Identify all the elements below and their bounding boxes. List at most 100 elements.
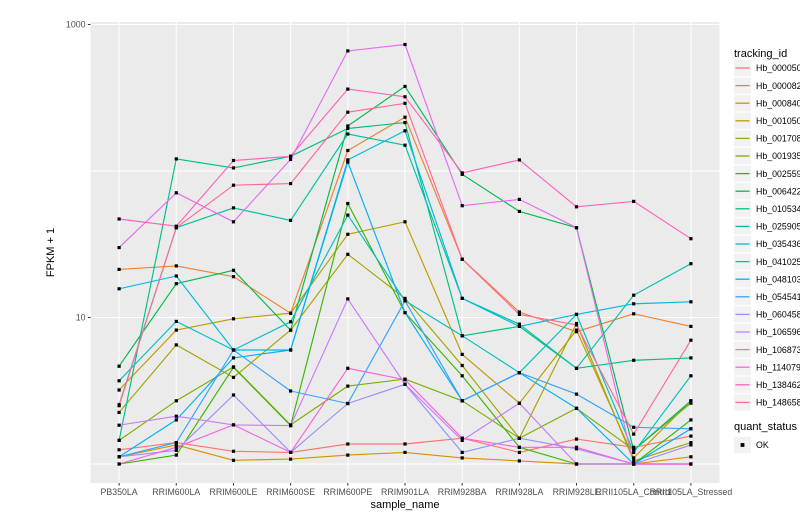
data-point (231, 158, 236, 163)
data-point (289, 328, 293, 332)
data-point (289, 154, 293, 158)
data-point (346, 49, 350, 53)
data-point (517, 209, 521, 213)
data-point (174, 414, 178, 418)
data-point (117, 462, 121, 466)
data-point (289, 182, 293, 186)
data-point (117, 410, 121, 414)
data-point (689, 401, 693, 405)
data-point (231, 458, 236, 462)
legend-item-label-Hb_106873_020: Hb_106873_020 (756, 345, 800, 355)
data-point (517, 197, 521, 201)
fpkm-line-chart: 10 1000 PB350LA RRIM600LA RRIM600LE RRIM600SE… (40, 16, 800, 516)
legend-item-label-Hb_010534_050: Hb_010534_050 (756, 204, 800, 214)
data-point (632, 445, 636, 449)
data-point (289, 450, 293, 454)
data-point (346, 442, 350, 446)
data-point (460, 204, 464, 208)
x-tick-label-RRII105LA_Control: RRII105LA_Control (596, 487, 672, 497)
data-point (460, 399, 464, 403)
data-point (632, 293, 636, 297)
legend-item-label-Hb_060458_010: Hb_060458_010 (756, 310, 800, 320)
data-point (174, 274, 178, 278)
data-point (174, 418, 178, 422)
data-point (346, 252, 350, 256)
data-point (346, 126, 350, 131)
data-point (231, 449, 236, 453)
data-point (689, 418, 693, 422)
data-point (346, 232, 350, 236)
legend-item-label-Hb_006422_030: Hb_006422_030 (756, 186, 800, 196)
data-point (460, 171, 464, 175)
data-point (289, 389, 293, 393)
data-point (460, 352, 464, 356)
legend-item-label-Hb_035436_010: Hb_035436_010 (756, 239, 800, 249)
data-point (689, 455, 693, 459)
data-point (403, 84, 407, 88)
data-point (574, 366, 579, 370)
data-point (231, 220, 236, 224)
legend-item-label-Hb_001935_090: Hb_001935_090 (756, 151, 800, 161)
x-tick-label-RRIM928LA: RRIM928LA (495, 487, 543, 497)
data-point (517, 450, 521, 454)
data-point (117, 246, 121, 250)
data-point (632, 425, 636, 429)
data-point (689, 462, 693, 466)
data-point (632, 450, 636, 454)
data-point (460, 363, 464, 368)
data-point (632, 456, 636, 460)
data-point (174, 399, 178, 403)
legend2-item-label-OK: OK (756, 440, 769, 450)
data-point (117, 404, 121, 408)
x-tick-label-RRII105LA_Stressed: RRII105LA_Stressed (650, 487, 733, 497)
data-point (289, 311, 293, 315)
data-point (689, 338, 693, 342)
data-point (346, 453, 350, 457)
data-point (174, 328, 178, 332)
data-point (117, 364, 121, 368)
data-point (231, 275, 236, 279)
x-tick-label-RRIM600SE: RRIM600SE (266, 487, 315, 497)
data-point (289, 424, 293, 428)
data-point (174, 191, 178, 195)
x-tick-label-RRIM600LE: RRIM600LE (209, 487, 257, 497)
data-point (632, 459, 636, 463)
data-point (632, 358, 636, 362)
data-point (231, 348, 236, 352)
data-point (632, 462, 636, 466)
data-point (574, 445, 579, 449)
data-point (231, 423, 236, 427)
data-point (117, 287, 121, 291)
legend-item-label-Hb_000050_140: Hb_000050_140 (756, 63, 800, 73)
data-point (632, 302, 636, 306)
data-point (460, 257, 464, 261)
data-point (403, 299, 407, 303)
data-point (460, 450, 464, 454)
data-point (517, 371, 521, 375)
data-point (574, 205, 579, 209)
data-point (174, 157, 178, 161)
data-point (231, 365, 236, 369)
data-point (574, 312, 579, 316)
data-point (403, 95, 407, 99)
data-point (689, 427, 693, 431)
legend-item-label-Hb_148658_010: Hb_148658_010 (756, 398, 800, 408)
data-point (117, 448, 121, 452)
legend-item-label-Hb_000082_020: Hb_000082_020 (756, 81, 800, 91)
data-point (117, 423, 121, 427)
legend-item-label-Hb_138462_010: Hb_138462_010 (756, 380, 800, 390)
data-point (460, 334, 464, 338)
data-point (117, 379, 121, 383)
legend-title-quant-status: quant_status (734, 421, 797, 433)
data-point (231, 268, 236, 272)
data-point (231, 317, 236, 321)
data-point (346, 366, 350, 370)
x-tick-label-RRIM600LA: RRIM600LA (152, 487, 200, 497)
data-point (689, 356, 693, 360)
data-point (689, 300, 693, 304)
data-point (289, 218, 293, 222)
legend-item-label-Hb_001708_010: Hb_001708_010 (756, 134, 800, 144)
y-tick-label: 10 (76, 313, 86, 323)
data-point (174, 443, 178, 447)
legend-item-label-Hb_041025_010: Hb_041025_010 (756, 257, 800, 267)
